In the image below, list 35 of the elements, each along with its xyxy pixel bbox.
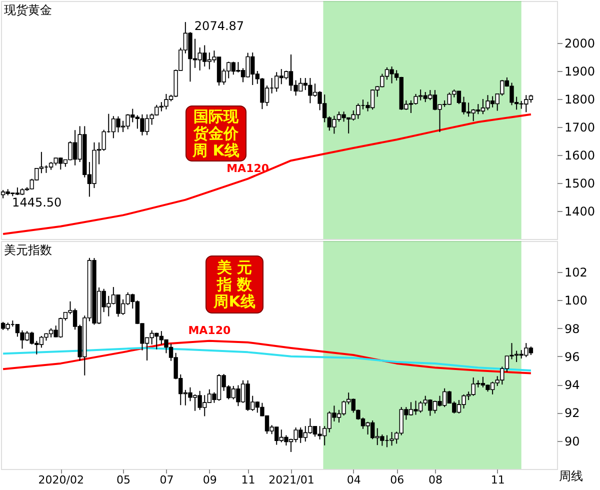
annotation: 1445.50 xyxy=(12,195,62,210)
x-tick-label: 08 xyxy=(428,474,442,486)
x-tick-label: 07 xyxy=(160,474,174,486)
text: 周线 xyxy=(559,469,583,483)
y-tick-label: 100 xyxy=(564,294,588,308)
x-tick-label: 11 xyxy=(490,474,505,486)
x-tick-label: 06 xyxy=(390,474,404,486)
series-label: MA120 xyxy=(226,162,270,175)
x-tick-label: 2021/01 xyxy=(268,474,314,486)
y-tick-label: 1500 xyxy=(564,176,596,190)
y-tick-label: 1900 xyxy=(564,64,596,78)
y-tick-label: 1800 xyxy=(564,92,596,106)
annotation: 2074.87 xyxy=(194,19,244,34)
annotation: 国际现货金价周 K线 xyxy=(192,108,240,160)
line-series xyxy=(2,346,532,372)
y-tick-label: 94 xyxy=(564,378,580,392)
line-series xyxy=(2,340,532,374)
chart-title: 美元指数 xyxy=(4,243,52,257)
y-tick-label: 96 xyxy=(564,350,580,364)
y-tick-label: 102 xyxy=(564,265,588,280)
chart-title: 现货黄金 xyxy=(4,3,52,17)
y-tick-label: 2000 xyxy=(564,36,596,50)
y-tick-label: 1400 xyxy=(564,204,596,218)
y-tick-label: 92 xyxy=(564,406,580,420)
x-tick-label: 05 xyxy=(116,474,131,486)
x-tick-label: 2020/02 xyxy=(38,474,84,486)
x-tick-label: 11 xyxy=(241,474,256,486)
annotation: 美 元指 数周K线 xyxy=(212,258,256,310)
x-tick-label: 09 xyxy=(202,474,217,486)
series-label: MA120 xyxy=(188,324,231,337)
y-tick-label: 90 xyxy=(564,434,580,448)
y-tick-label: 98 xyxy=(564,322,580,336)
y-tick-label: 1600 xyxy=(564,148,596,162)
x-tick-label: 04 xyxy=(346,474,361,486)
y-tick-label: 1700 xyxy=(564,120,596,134)
